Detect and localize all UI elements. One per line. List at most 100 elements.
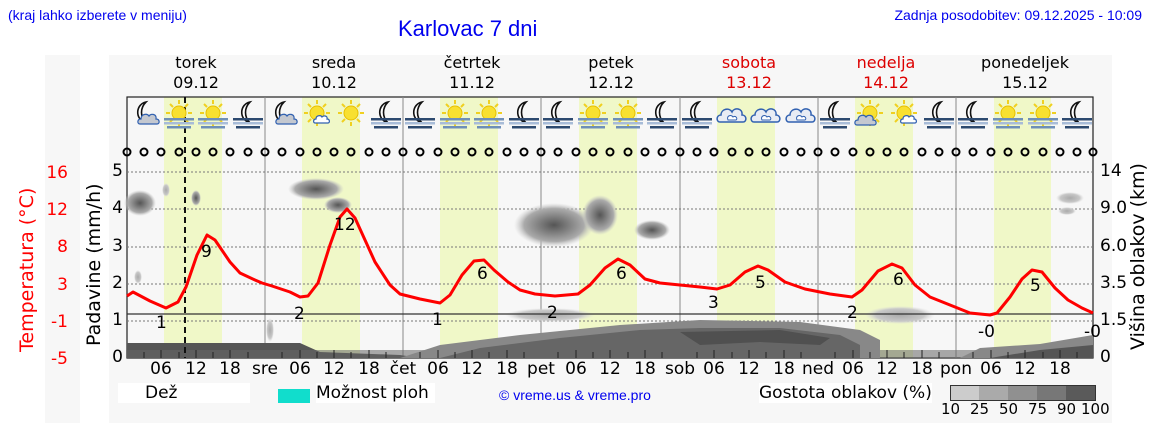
x-tick: 12 xyxy=(461,359,483,379)
temperature-axis-panel xyxy=(45,55,80,423)
x-tick: 06 xyxy=(150,359,172,379)
svg-text:-0: -0 xyxy=(978,322,995,342)
day-label-weekend: sobota 13.12 xyxy=(721,53,777,92)
moon-cloud-icon xyxy=(274,101,298,125)
moon-fog-icon xyxy=(371,101,401,129)
day-label: sreda 10.12 xyxy=(311,53,357,92)
precipitation-axis-title: Padavine (mm/h) xyxy=(83,183,105,346)
x-tick: pon xyxy=(940,359,972,379)
cloud-density-high xyxy=(124,178,1084,342)
x-tick: sre xyxy=(252,359,278,379)
svg-text:5: 5 xyxy=(1030,276,1041,296)
cloud-density-label: Gostota oblakov (%) xyxy=(759,383,932,403)
day-label: četrtek 11.12 xyxy=(443,53,501,92)
rain-legend-label: Dež xyxy=(118,383,250,403)
x-tick: 18 xyxy=(634,359,656,379)
cloud-height-tick: 0 xyxy=(1100,347,1111,367)
svg-text:9: 9 xyxy=(201,242,212,262)
svg-text:2: 2 xyxy=(847,303,858,323)
x-tick: ned xyxy=(801,359,835,379)
temperature-labels: 1 9 2 12 1 6 2 6 3 5 2 6 -0 5 -0 xyxy=(156,215,1101,342)
scale-label: 10 xyxy=(941,400,961,418)
x-tick: sob xyxy=(664,359,696,379)
temp-tick: 8 xyxy=(57,237,68,257)
precip-tick: 3 xyxy=(112,236,123,256)
x-tick: pet xyxy=(527,359,555,379)
scale-label: 75 xyxy=(1028,400,1048,418)
x-tick: 06 xyxy=(427,359,449,379)
precip-tick: 4 xyxy=(112,198,123,218)
svg-text:1: 1 xyxy=(156,313,167,333)
moon-fog-icon xyxy=(1062,101,1092,129)
cloud-height-tick: 1.5 xyxy=(1100,310,1128,330)
svg-text:6: 6 xyxy=(616,264,627,284)
cloud-height-tick: 3.5 xyxy=(1100,273,1128,293)
svg-text:2: 2 xyxy=(294,304,305,324)
precip-tick: 2 xyxy=(112,273,123,293)
svg-text:1: 1 xyxy=(432,310,443,330)
cloud-height-tick: 14 xyxy=(1100,161,1122,181)
moon-fog-icon xyxy=(924,101,954,129)
svg-text:3: 3 xyxy=(708,293,719,313)
x-tick: 18 xyxy=(773,359,795,379)
cloud-height-tick: 6.0 xyxy=(1100,236,1128,256)
day-label: ponedeljek 15.12 xyxy=(981,53,1069,92)
scale-label: 50 xyxy=(999,400,1019,418)
moon-fog-icon xyxy=(405,101,435,129)
x-tick: 06 xyxy=(289,359,311,379)
x-tick: 12 xyxy=(876,359,898,379)
precip-tick: 1 xyxy=(112,310,123,330)
x-tick: 06 xyxy=(980,359,1002,379)
x-tick: 12 xyxy=(599,359,621,379)
precip-tick: 5 xyxy=(112,161,123,181)
x-tick: 06 xyxy=(565,359,587,379)
x-tick: 12 xyxy=(185,359,207,379)
cloud-height-axis-title: Višina oblakov (km) xyxy=(1127,163,1149,350)
moon-fog-icon xyxy=(682,101,712,129)
moon-fog-icon xyxy=(509,101,539,129)
svg-text:6: 6 xyxy=(893,270,904,290)
x-tick: 18 xyxy=(496,359,518,379)
x-tick: čet xyxy=(389,359,417,379)
temp-tick: 12 xyxy=(46,200,68,220)
page-title: Karlovac 7 dni xyxy=(398,16,538,41)
svg-text:6: 6 xyxy=(477,264,488,284)
svg-text:12: 12 xyxy=(334,215,356,235)
day-label: torek 09.12 xyxy=(173,53,219,92)
x-tick: 12 xyxy=(323,359,345,379)
temp-tick: 16 xyxy=(46,163,68,183)
gridlines xyxy=(127,171,1093,322)
last-updated: Zadnja posodobitev: 09.12.2025 - 10:09 xyxy=(894,7,1142,23)
credit-link[interactable]: © vreme.us & vreme.pro xyxy=(499,387,651,403)
moon-fog-icon xyxy=(820,101,850,129)
precip-tick: 0 xyxy=(112,347,123,367)
scale-label: 100 xyxy=(1081,400,1110,418)
moon-fog-icon xyxy=(233,101,263,129)
x-tick: 18 xyxy=(358,359,380,379)
x-tick: 18 xyxy=(219,359,241,379)
x-tick: 06 xyxy=(842,359,864,379)
svg-text:5: 5 xyxy=(755,273,766,293)
temp-tick: -1 xyxy=(51,312,68,332)
precip-indicator-row xyxy=(122,147,1098,157)
scale-label: 90 xyxy=(1057,400,1077,418)
temp-tick: -5 xyxy=(51,349,68,369)
x-tick: 06 xyxy=(703,359,725,379)
temp-tick: 3 xyxy=(57,275,68,295)
x-tick: 12 xyxy=(1014,359,1036,379)
showers-legend-label: Možnost ploh xyxy=(316,383,435,403)
hour-ticks xyxy=(143,350,1078,358)
moon-cloud-icon xyxy=(136,101,160,125)
svg-text:-0: -0 xyxy=(1084,322,1101,342)
cloud-height-tick: 9.0 xyxy=(1100,198,1128,218)
x-tick: 18 xyxy=(911,359,933,379)
showers-swatch xyxy=(278,389,310,403)
temperature-axis-title: Temperatura (°C) xyxy=(16,187,38,352)
moon-fog-icon xyxy=(647,101,677,129)
moon-fog-icon xyxy=(958,101,988,129)
scale-label: 25 xyxy=(970,400,990,418)
day-label-weekend: nedelja 14.12 xyxy=(856,53,916,92)
x-tick: 12 xyxy=(738,359,760,379)
x-tick: 18 xyxy=(1049,359,1071,379)
